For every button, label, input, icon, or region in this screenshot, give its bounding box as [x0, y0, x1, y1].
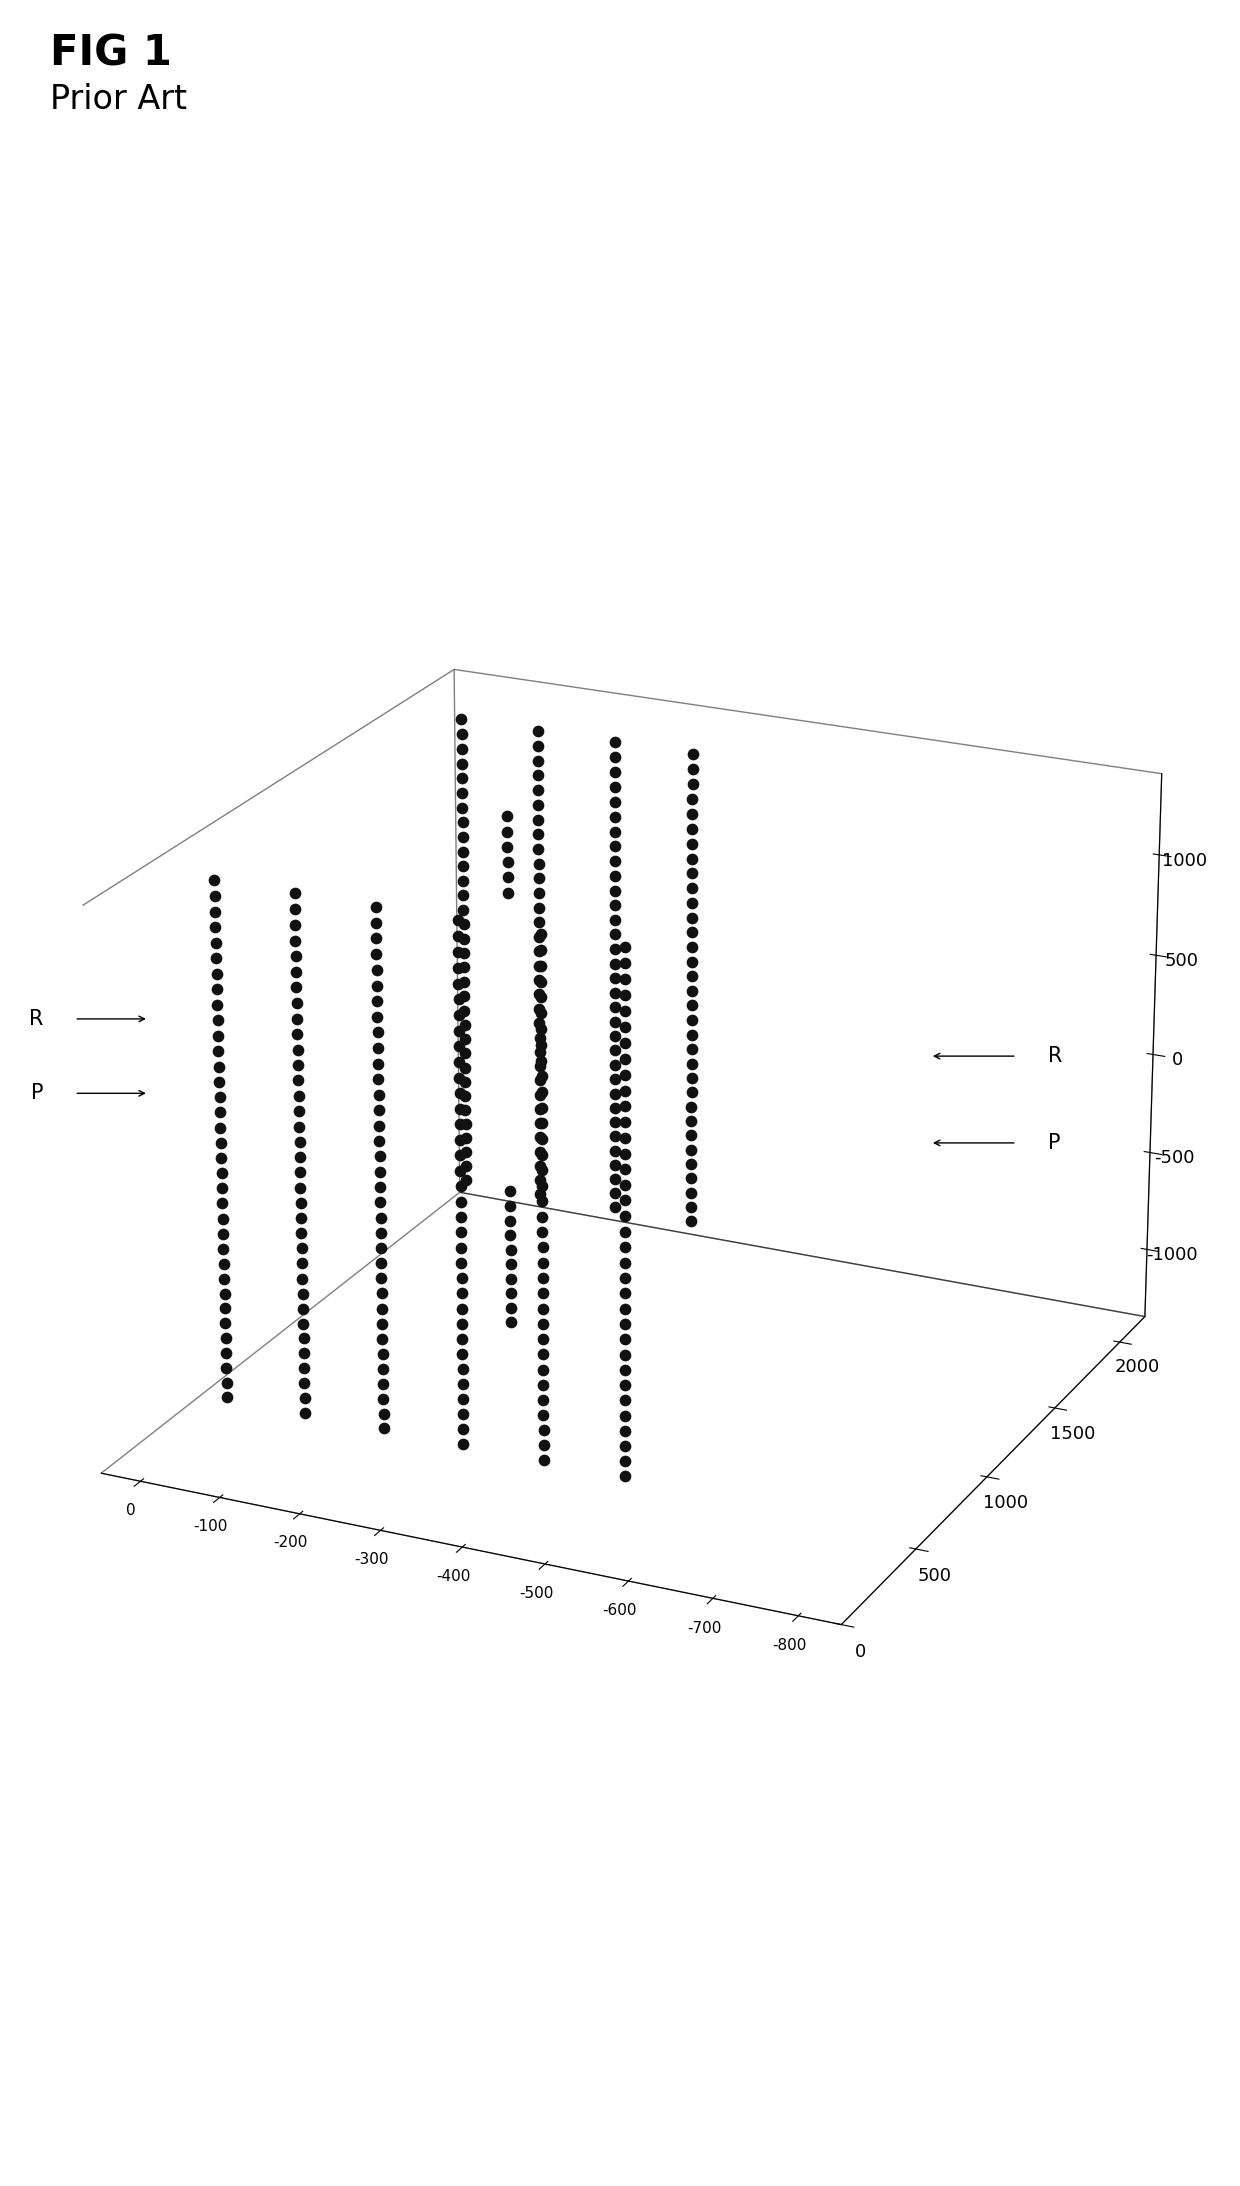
Text: R: R	[1048, 1047, 1063, 1067]
Text: R: R	[29, 1010, 43, 1030]
Text: P: P	[1048, 1132, 1060, 1152]
Text: Prior Art: Prior Art	[50, 83, 186, 116]
Text: P: P	[31, 1084, 43, 1104]
Text: FIG 1: FIG 1	[50, 33, 171, 74]
